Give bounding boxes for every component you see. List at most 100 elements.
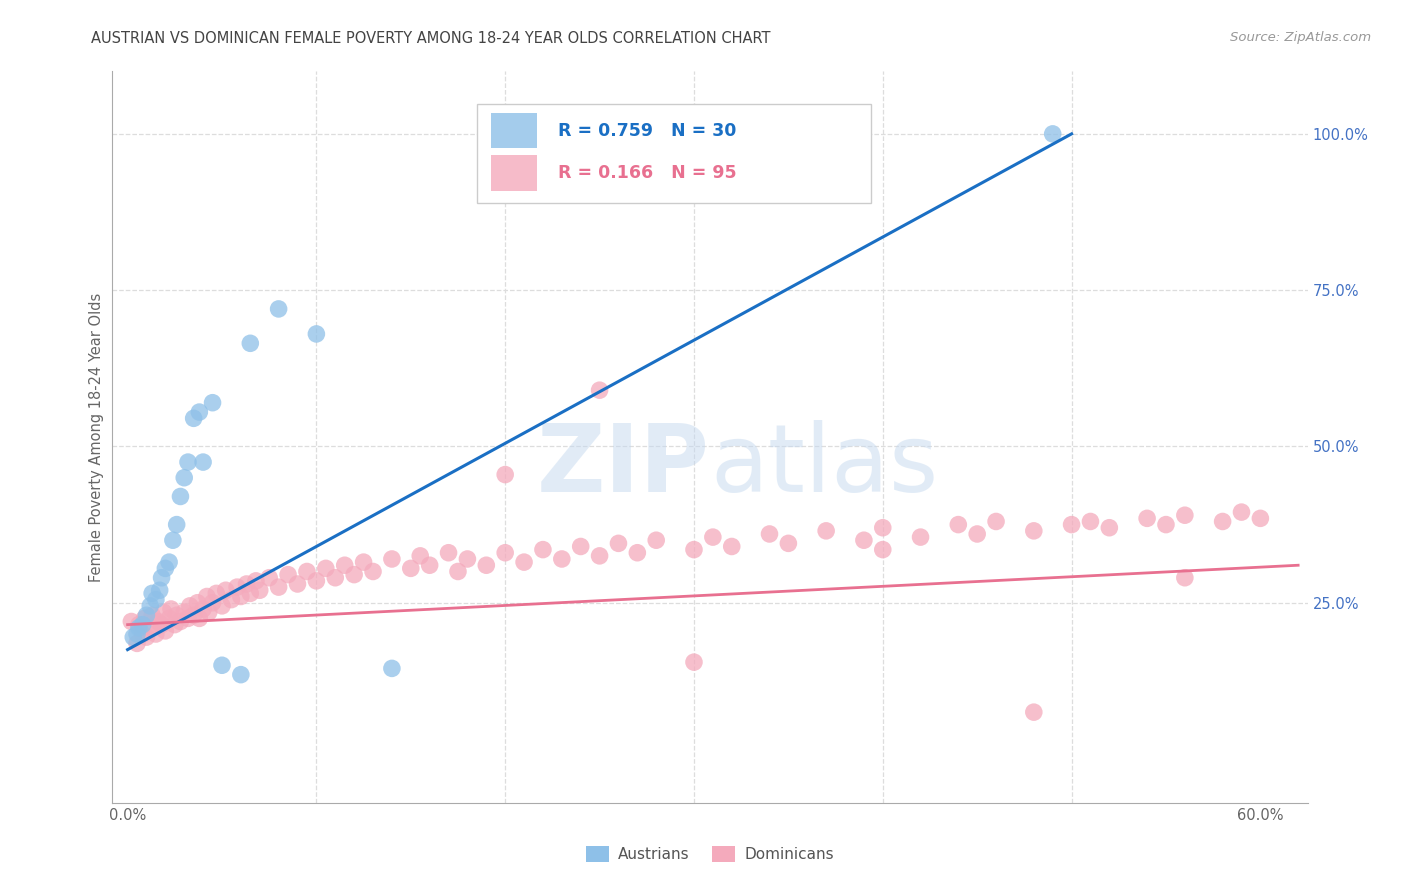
Text: Source: ZipAtlas.com: Source: ZipAtlas.com [1230, 31, 1371, 45]
Point [287, 577, 309, 591]
Point [1154, 517, 1177, 532]
Point [475, 558, 498, 573]
Point [1230, 505, 1253, 519]
Point [186, 596, 208, 610]
Point [235, 577, 257, 591]
Point [778, 536, 800, 550]
Point [815, 524, 838, 538]
Point [157, 555, 180, 569]
Point [1136, 511, 1159, 525]
Point [183, 411, 205, 425]
Point [333, 558, 356, 573]
Point [758, 527, 780, 541]
Point [125, 636, 148, 650]
Point [173, 471, 195, 485]
Point [146, 615, 169, 629]
Point [381, 661, 404, 675]
Point [135, 608, 157, 623]
Point [239, 586, 262, 600]
Point [155, 624, 177, 638]
Point [683, 655, 706, 669]
Point [160, 602, 183, 616]
Point [494, 467, 516, 482]
Point [569, 540, 592, 554]
Point [163, 617, 186, 632]
Point [139, 599, 162, 613]
Point [239, 336, 262, 351]
Point [948, 517, 970, 532]
Point [150, 571, 173, 585]
Point [120, 615, 142, 629]
Point [778, 127, 800, 141]
Point [456, 552, 478, 566]
Point [361, 565, 384, 579]
Point [343, 567, 366, 582]
Point [910, 530, 932, 544]
Point [494, 546, 516, 560]
Point [195, 590, 218, 604]
Point [249, 583, 271, 598]
Point [1249, 511, 1271, 525]
Text: R = 0.166   N = 95: R = 0.166 N = 95 [558, 164, 737, 182]
Point [277, 567, 299, 582]
Point [966, 527, 988, 541]
Point [149, 583, 172, 598]
Point [607, 536, 630, 550]
Point [188, 611, 211, 625]
Point [177, 455, 200, 469]
Point [872, 542, 894, 557]
Point [157, 611, 180, 625]
Point [197, 605, 219, 619]
Point [419, 558, 441, 573]
Point [305, 574, 328, 588]
Point [551, 552, 574, 566]
Point [135, 630, 157, 644]
Point [177, 611, 200, 625]
Bar [491, 113, 537, 148]
Point [141, 608, 163, 623]
Point [134, 611, 156, 625]
Point [720, 540, 742, 554]
Point [201, 596, 224, 610]
Point [1174, 571, 1197, 585]
FancyBboxPatch shape [477, 104, 872, 203]
Point [221, 592, 243, 607]
Point [295, 565, 318, 579]
Point [191, 455, 214, 469]
Point [1060, 517, 1083, 532]
Point [191, 602, 214, 616]
Text: R = 0.759   N = 30: R = 0.759 N = 30 [558, 121, 737, 140]
Point [267, 580, 290, 594]
Point [215, 583, 238, 598]
Point [145, 592, 167, 607]
Point [245, 574, 267, 588]
Point [166, 608, 188, 623]
Point [588, 549, 610, 563]
Point [173, 605, 195, 619]
Point [852, 533, 875, 548]
Legend: Austrians, Dominicans: Austrians, Dominicans [579, 840, 841, 868]
Point [169, 490, 191, 504]
Point [1022, 524, 1045, 538]
Point [645, 533, 668, 548]
Point [179, 599, 201, 613]
Point [145, 627, 167, 641]
Point [1212, 515, 1234, 529]
Point [131, 627, 153, 641]
Point [872, 521, 894, 535]
Point [323, 571, 346, 585]
Text: atlas: atlas [710, 420, 938, 512]
Point [162, 533, 184, 548]
Point [229, 590, 252, 604]
Point [437, 546, 460, 560]
Point [152, 605, 174, 619]
Point [381, 552, 404, 566]
Point [1042, 127, 1064, 141]
Text: AUSTRIAN VS DOMINICAN FEMALE POVERTY AMONG 18-24 YEAR OLDS CORRELATION CHART: AUSTRIAN VS DOMINICAN FEMALE POVERTY AMO… [91, 31, 770, 46]
Point [139, 621, 162, 635]
Point [1098, 521, 1121, 535]
Bar [491, 155, 537, 191]
Point [513, 555, 536, 569]
Point [128, 617, 150, 632]
Text: ZIP: ZIP [537, 420, 710, 512]
